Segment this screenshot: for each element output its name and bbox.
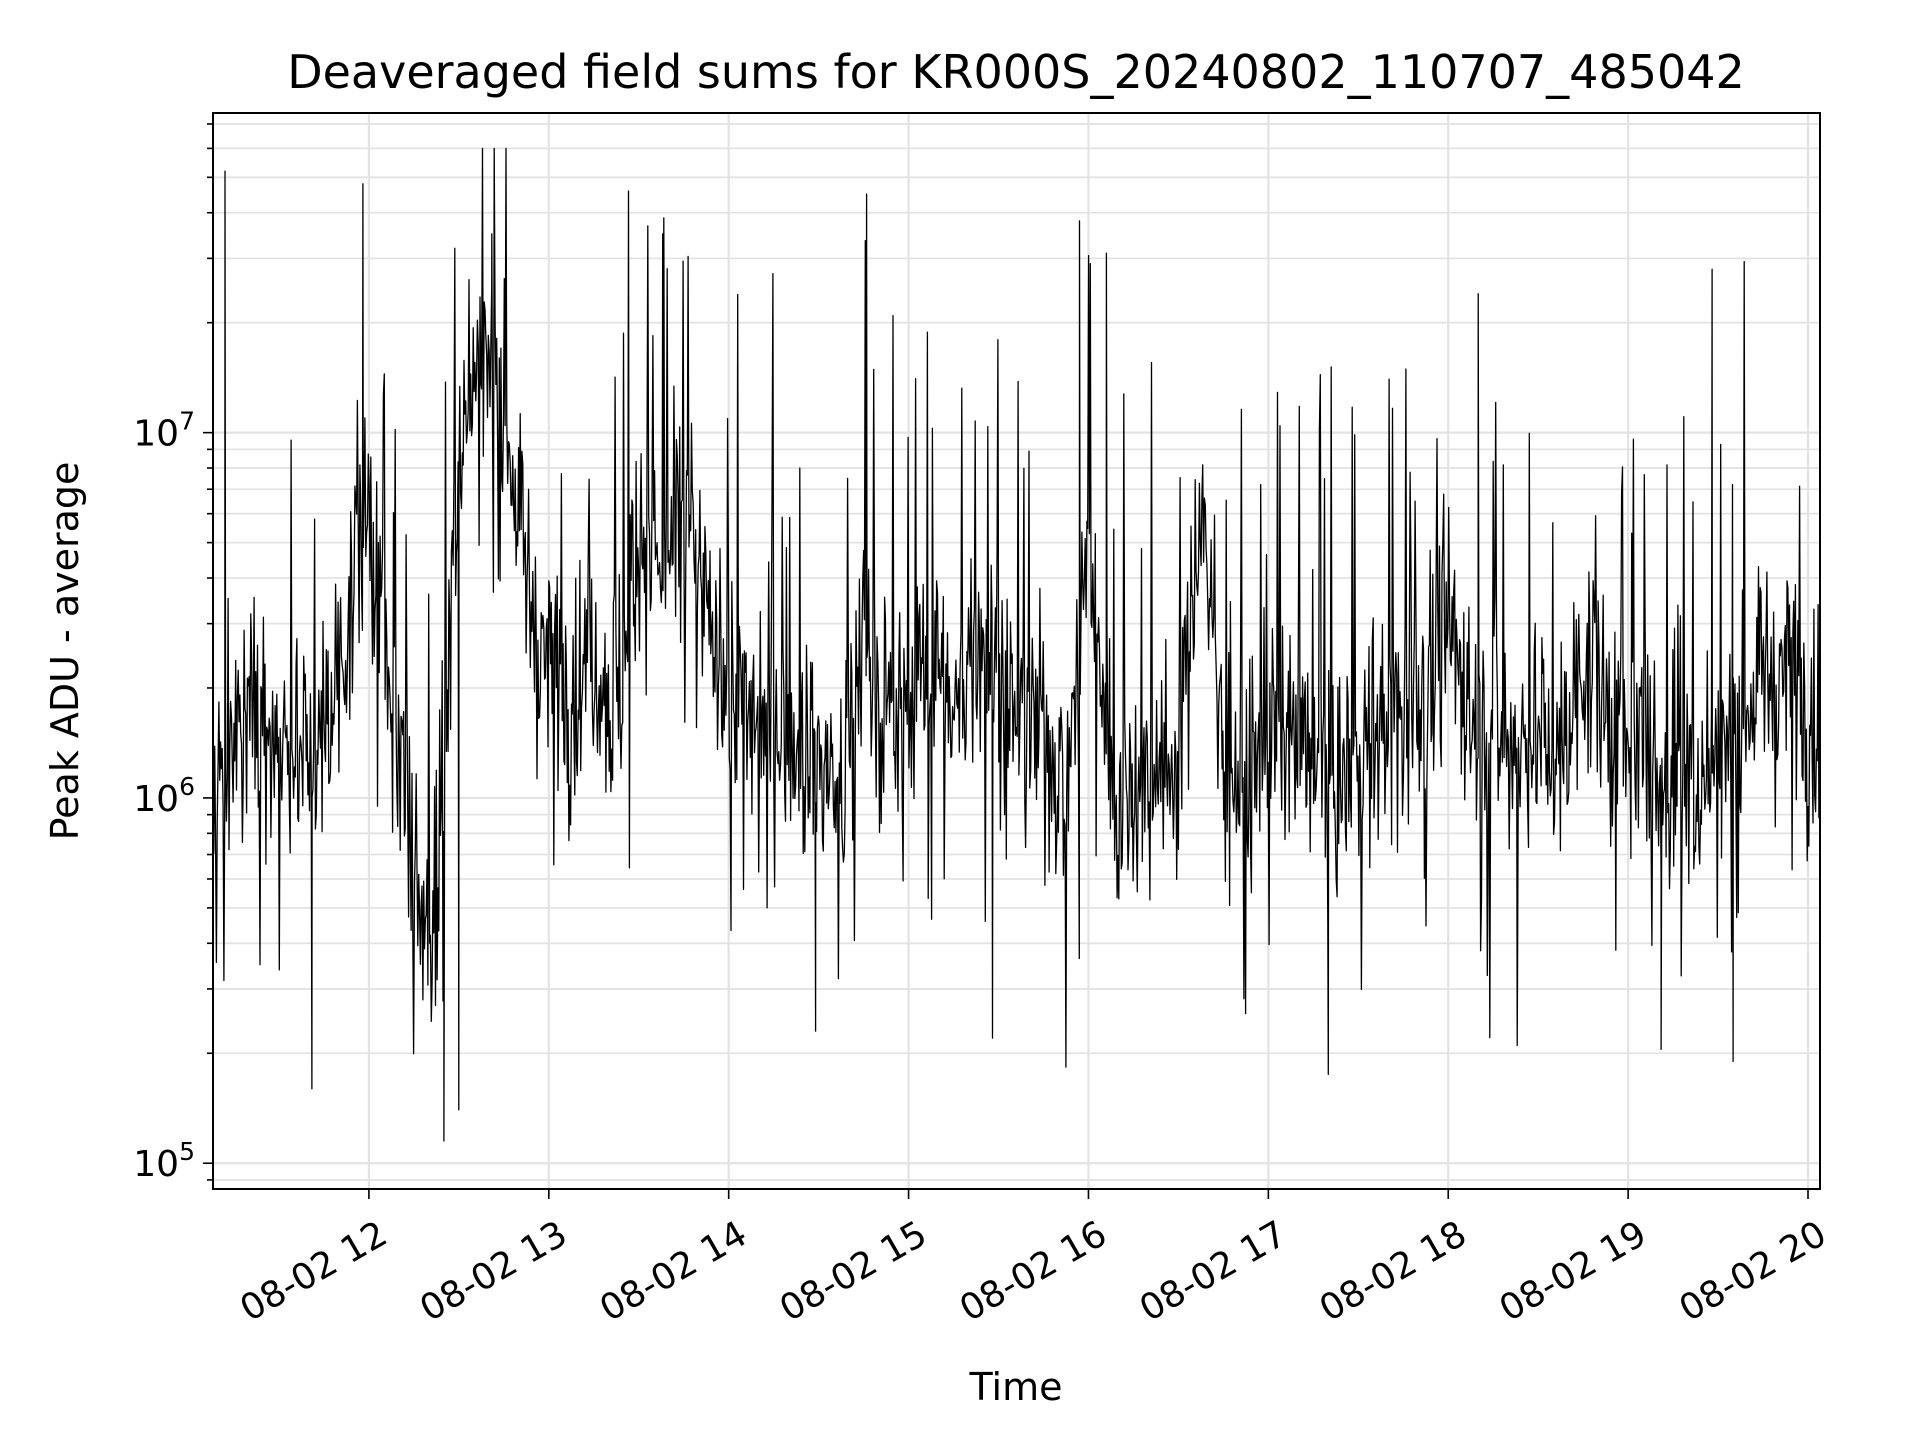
axis-ticks: 08-02 12 08-02 13 08-02 14 08-02 15 08-02 16… <box>133 123 1834 1330</box>
x-tick-label: 08-02 12 <box>234 1213 395 1329</box>
y-tick-label: 105 <box>133 1137 195 1185</box>
x-tick-label: 08-02 19 <box>1493 1213 1654 1329</box>
x-tick-label: 08-02 20 <box>1673 1213 1834 1329</box>
chart-title: Deaveraged field sums for KR000S_2024080… <box>287 45 1745 99</box>
x-tick-label: 08-02 16 <box>953 1213 1114 1329</box>
x-tick-label: 08-02 14 <box>593 1213 754 1329</box>
x-axis-label: Time <box>969 1365 1063 1409</box>
y-tick-label: 107 <box>133 407 195 455</box>
y-tick-label: 106 <box>133 772 195 820</box>
plot-frame <box>212 112 1821 1190</box>
x-tick-label: 08-02 15 <box>773 1213 934 1329</box>
y-axis-label: Peak ADU - average <box>43 462 87 841</box>
series-layer <box>212 147 1821 1142</box>
x-tick-label: 08-02 13 <box>413 1213 574 1329</box>
series-line <box>212 147 1821 1142</box>
x-tick-label: 08-02 18 <box>1313 1213 1474 1329</box>
x-tick-label: 08-02 17 <box>1133 1213 1294 1329</box>
